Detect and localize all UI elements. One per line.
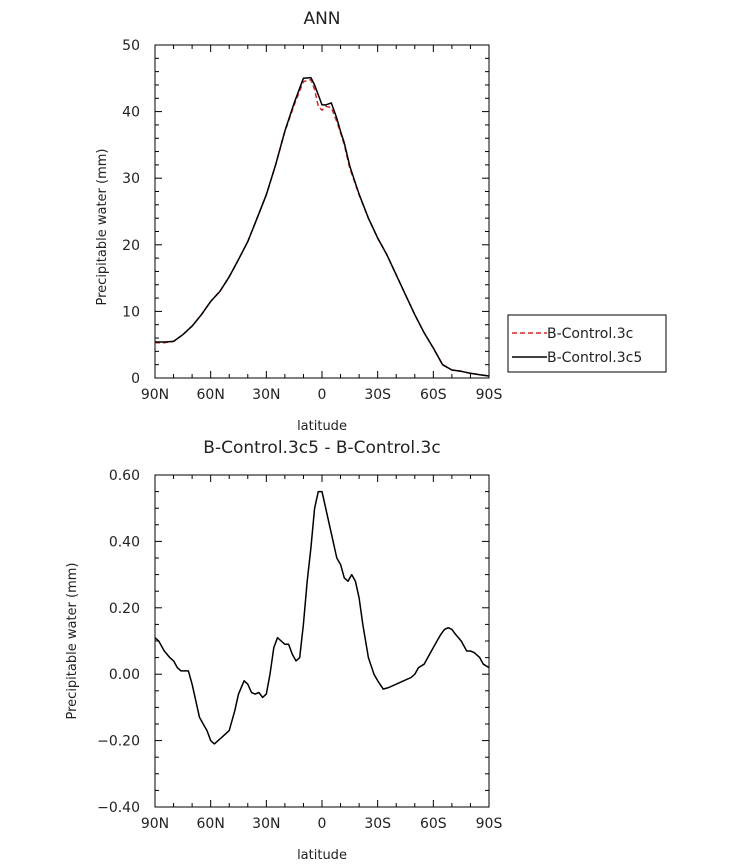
top-series-group — [155, 76, 490, 377]
legend-box — [507, 314, 667, 373]
x-tick-label: 90S — [476, 816, 503, 832]
plot-frame — [154, 474, 490, 808]
x-tick-label: 30S — [364, 387, 391, 403]
top-y-tick-labels: 0 10 20 30 40 50 — [122, 38, 140, 387]
x-tick-label: 30S — [364, 816, 391, 832]
bottom-series-group — [154, 490, 490, 745]
top-axes-frame — [154, 44, 490, 379]
y-tick-label: −0.40 — [97, 800, 140, 816]
x-tick-label: 30N — [252, 387, 280, 403]
y-tick-label: 50 — [122, 38, 140, 54]
bottom-chart-title: B-Control.3c5 - B-Control.3c — [203, 438, 440, 458]
x-tick-label: 60N — [197, 816, 225, 832]
top-x-axis-label: latitude — [297, 419, 347, 434]
bottom-panel: B-Control.3c5 - B-Control.3c 90N 60N 30N 0 3… — [65, 438, 502, 863]
legend: B-Control.3c B-Control.3c5 — [507, 314, 667, 373]
legend-label-b-control-3c5: B-Control.3c5 — [547, 350, 642, 366]
series-line-b-control-3c5-b-control-3c — [154, 490, 490, 745]
y-tick-label: 0.60 — [109, 468, 140, 484]
bottom-y-tick-labels: −0.40 −0.20 0.00 0.20 0.40 0.60 — [97, 468, 140, 816]
series-line-b-control-3c — [155, 78, 490, 377]
bottom-x-tick-labels: 90N 60N 30N 0 30S 60S 90S — [141, 816, 503, 832]
x-tick-label: 0 — [318, 387, 327, 403]
x-tick-label: 30N — [252, 816, 280, 832]
x-tick-label: 90N — [141, 816, 169, 832]
top-panel: ANN 90N 60N 30N 0 30S 60S 90S 0 10 20 30 40 50 lati… — [95, 9, 502, 434]
legend-label-b-control-3c: B-Control.3c — [547, 326, 633, 342]
top-x-tick-labels: 90N 60N 30N 0 30S 60S 90S — [141, 387, 503, 403]
x-tick-label: 60N — [197, 387, 225, 403]
bottom-x-axis-label: latitude — [297, 848, 347, 863]
bottom-y-axis-label: Precipitable water (mm) — [65, 563, 80, 720]
x-tick-label: 90N — [141, 387, 169, 403]
y-tick-label: 20 — [122, 238, 140, 254]
y-tick-label: −0.20 — [97, 734, 140, 750]
series-line-b-control-3c5 — [155, 76, 490, 377]
plot-frame — [154, 44, 490, 379]
y-tick-label: 0.20 — [109, 601, 140, 617]
y-tick-label: 40 — [122, 105, 140, 121]
x-tick-label: 0 — [318, 816, 327, 832]
top-y-axis-label: Precipitable water (mm) — [95, 149, 110, 306]
x-tick-label: 60S — [420, 816, 447, 832]
y-tick-label: 0.00 — [109, 667, 140, 683]
y-tick-label: 0 — [131, 371, 140, 387]
bottom-axes-frame — [154, 474, 490, 808]
top-chart-title: ANN — [303, 9, 340, 29]
y-tick-label: 10 — [122, 304, 140, 320]
x-tick-label: 90S — [476, 387, 503, 403]
y-tick-label: 0.40 — [109, 534, 140, 550]
y-tick-label: 30 — [122, 171, 140, 187]
x-tick-label: 60S — [420, 387, 447, 403]
